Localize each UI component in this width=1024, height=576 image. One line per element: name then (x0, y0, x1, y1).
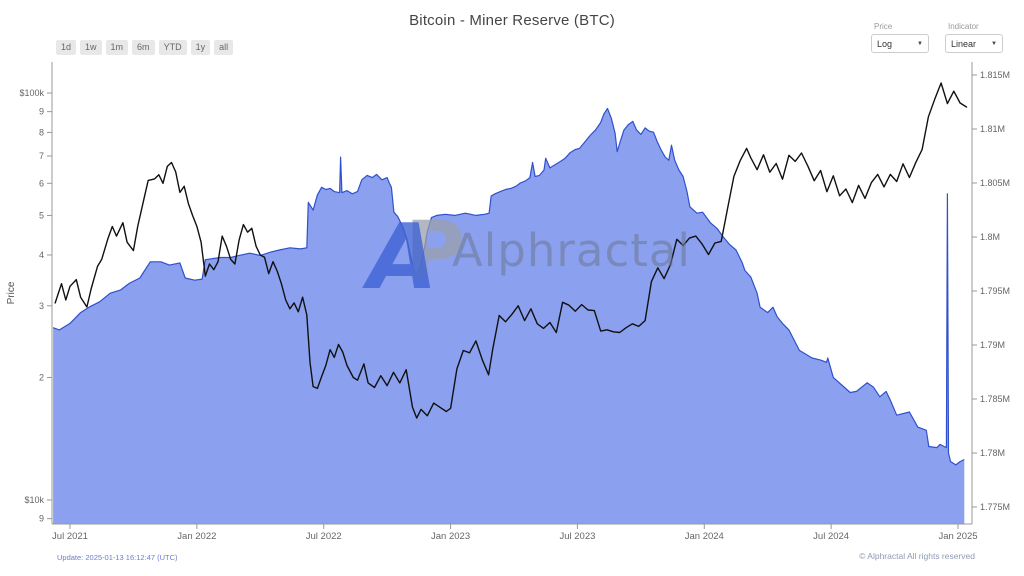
x-tick-label: Jul 2024 (813, 531, 849, 542)
y-right-tick-label: 1.805M (980, 178, 1010, 188)
y-left-tick-label: $10k (24, 495, 44, 505)
x-tick-label: Jul 2022 (306, 531, 342, 542)
reserve-area-series (53, 108, 965, 524)
x-tick-label: Jan 2022 (177, 531, 216, 542)
y-right-tick-label: 1.815M (980, 70, 1010, 80)
indicator-scale-value: Linear (951, 38, 977, 49)
y-left-tick-label: $100k (19, 88, 44, 98)
indicator-scale-select[interactable]: Linear ▼ (945, 34, 1003, 53)
price-line-series (54, 82, 968, 419)
y-left-axis-title: Price (6, 281, 17, 304)
brand-name: Alphractal (452, 224, 691, 277)
indicator-scale-label: Indicator (948, 22, 979, 31)
range-buttons: 1d 1w 1m 6m YTD 1y all (56, 40, 234, 55)
range-button-6m[interactable]: 6m (132, 40, 155, 55)
chevron-down-icon: ▼ (917, 40, 923, 47)
y-left-tick-label: 8 (39, 127, 44, 137)
y-left-tick-label: 4 (39, 250, 44, 260)
range-button-ytd[interactable]: YTD (158, 40, 187, 55)
range-button-all[interactable]: all (214, 40, 234, 55)
y-left-tick-label: 6 (39, 178, 44, 188)
y-left-tick-label: 9 (39, 107, 44, 117)
range-button-1d[interactable]: 1d (56, 40, 77, 55)
x-tick-label: Jul 2023 (559, 531, 595, 542)
x-tick-label: Jan 2025 (938, 531, 977, 542)
y-left-tick-label: 3 (39, 301, 44, 311)
y-right-tick-label: 1.81M (980, 124, 1005, 134)
price-scale-select[interactable]: Log ▼ (871, 34, 929, 53)
range-button-1m[interactable]: 1m (105, 40, 129, 55)
y-right-tick-label: 1.79M (980, 340, 1005, 350)
range-button-1w[interactable]: 1w (80, 40, 102, 55)
chart-plot-area[interactable] (52, 62, 972, 524)
watermark: PA Alphractal (362, 205, 691, 310)
reserve-line-series (52, 107, 965, 466)
indicator-scale-group: Indicator Linear ▼ (945, 22, 1003, 53)
brand-logo-p: P (405, 205, 465, 300)
price-scale-value: Log (877, 38, 893, 49)
y-right-tick-label: 1.78M (980, 448, 1005, 458)
chevron-down-icon: ▼ (991, 40, 997, 47)
y-right-tick-label: 1.775M (980, 502, 1010, 512)
x-tick-label: Jul 2021 (52, 531, 88, 542)
y-right-tick-label: 1.795M (980, 286, 1010, 296)
copyright-notice: © Alphractal All rights reserved (859, 551, 975, 561)
y-left-tick-label: 7 (39, 151, 44, 161)
y-left-tick-label: 9 (39, 514, 44, 524)
y-left-tick-label: 5 (39, 211, 44, 221)
price-scale-label: Price (874, 22, 893, 31)
y-left-tick-label: 2 (39, 372, 44, 382)
range-button-1y[interactable]: 1y (190, 40, 211, 55)
page-title: Bitcoin - Miner Reserve (BTC) (409, 12, 615, 29)
x-tick-label: Jan 2023 (431, 531, 470, 542)
brand-logo-a: A (362, 205, 438, 310)
price-scale-group: Price Log ▼ (871, 22, 929, 53)
y-right-tick-label: 1.785M (980, 394, 1010, 404)
x-tick-label: Jan 2024 (685, 531, 724, 542)
update-timestamp: Update: 2025-01-13 16:12:47 (UTC) (57, 553, 178, 562)
y-right-tick-label: 1.8M (980, 232, 1000, 242)
